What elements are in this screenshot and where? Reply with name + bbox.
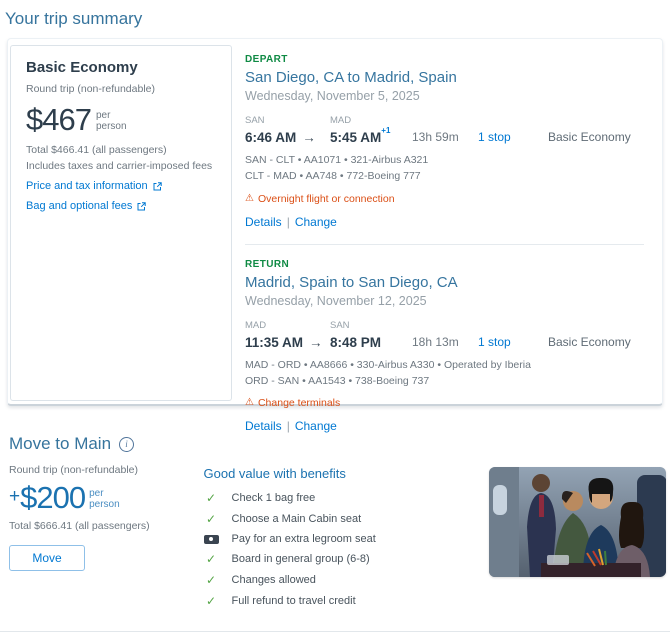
depart-flight-row: SAN 6:46 AM → MAD 5:45 AM+1 13h 59m 1 sto… [245, 115, 646, 145]
return-date: Wednesday, November 12, 2025 [245, 293, 427, 308]
fare-price-amount: $467 [26, 102, 92, 137]
return-flight-row: MAD 11:35 AM → SAN 8:48 PM 18h 13m 1 stop… [245, 320, 646, 350]
segment-line: SAN - CLT • AA1071 • 321-Airbus A321 [245, 154, 429, 166]
destination-code: MAD [330, 115, 352, 126]
return-stops-link[interactable]: 1 stop [478, 334, 511, 349]
move-button[interactable]: Move [9, 545, 85, 571]
arrow-icon: → [302, 130, 316, 145]
page-title: Your trip summary [5, 9, 143, 28]
benefit-item: Pay for an extra legroom seat [203, 533, 490, 545]
check-icon: ✓ [205, 573, 217, 587]
depart-origin-col: SAN 6:46 AM → [245, 115, 330, 145]
warning-text: Change terminals [257, 397, 341, 410]
next-day-indicator: +1 [381, 126, 391, 135]
benefit-list: ✓ Check 1 bag free ✓ Choose a Main Cabin s… [203, 491, 490, 608]
fare-fees-note: Includes taxes and carrier-imposed fees [26, 160, 213, 172]
check-icon: ✓ [205, 594, 217, 608]
flight-slices: DEPART San Diego, CA to Madrid, Spain We… [232, 45, 662, 433]
benefits-title: Good value with benefits [203, 466, 346, 481]
external-link-icon [137, 201, 147, 210]
check-icon: ✓ [205, 512, 217, 526]
return-destination-col: SAN 8:48 PM [330, 320, 412, 350]
depart-actions: Details | Change [245, 215, 646, 229]
depart-date: Wednesday, November 5, 2025 [245, 89, 420, 103]
details-link[interactable]: Details [245, 214, 282, 229]
benefits-column: Good value with benefits ✓ Check 1 bag fr… [203, 464, 490, 615]
link-separator: | [286, 214, 290, 229]
departure-time: 6:46 AM [245, 130, 297, 145]
origin-code: SAN [245, 115, 265, 126]
benefit-item: ✓ Board in general group (6-8) [204, 552, 490, 566]
segment-line: ORD - SAN • AA1543 • 738-Boeing 737 [245, 374, 430, 387]
depart-label: DEPART [245, 54, 288, 65]
slice-divider [245, 243, 644, 245]
upsell-price: + $200 per person [9, 482, 204, 513]
segment-line: MAD - ORD • AA8666 • 330-Airbus A330 • O… [245, 358, 531, 371]
upsell-title-row: Move to Main i [9, 434, 666, 454]
depart-warning: ⚠ Overnight flight or connection [245, 193, 646, 205]
upsell-title: Move to Main [9, 434, 112, 453]
benefit-item: ✓ Changes allowed [204, 573, 490, 587]
return-actions: Details | Change [245, 419, 646, 433]
external-link-icon [153, 181, 162, 190]
cabin-photo [489, 467, 666, 577]
depart-slice: DEPART San Diego, CA to Madrid, Spain We… [245, 54, 646, 229]
paid-seat-icon [203, 534, 219, 544]
arrival-time: 8:48 PM [330, 334, 382, 350]
departure-time: 11:35 AM [245, 334, 304, 350]
fare-cabin-title: Basic Economy [26, 59, 138, 76]
depart-route: San Diego, CA to Madrid, Spain [245, 69, 457, 86]
return-duration: 18h 13m [412, 334, 459, 349]
return-label: RETURN [245, 258, 290, 270]
depart-duration: 13h 59m [412, 130, 459, 144]
benefit-item: ✓ Choose a Main Cabin seat [204, 512, 490, 526]
return-warning: ⚠ Change terminals [245, 397, 646, 409]
depart-stops-link[interactable]: 1 stop [478, 130, 511, 144]
trip-summary-card: Basic Economy Round trip (non-refundable… [7, 38, 663, 433]
fare-summary-panel: Basic Economy Round trip (non-refundable… [10, 45, 232, 401]
fare-per-person-label: per person [95, 110, 127, 132]
details-link[interactable]: Details [245, 419, 282, 434]
benefit-item: ✓ Full refund to travel credit [204, 594, 490, 608]
upsell-per-person-label: per person [89, 488, 120, 510]
price-prefix: + [9, 486, 21, 507]
arrival-time: 5:45 AM [330, 130, 382, 145]
fare-total: Total $466.41 (all passengers) [26, 144, 167, 156]
change-link[interactable]: Change [294, 419, 337, 434]
check-icon: ✓ [205, 552, 217, 566]
warning-icon: ⚠ [245, 397, 254, 409]
return-slice: RETURN Madrid, Spain to San Diego, CA We… [245, 259, 646, 434]
info-icon[interactable]: i [119, 436, 135, 452]
return-origin-col: MAD 11:35 AM → [245, 320, 330, 350]
upsell-total: Total $666.41 (all passengers) [9, 520, 150, 532]
fare-trip-type: Round trip (non-refundable) [26, 83, 155, 95]
depart-destination-col: MAD 5:45 AM+1 [330, 115, 412, 145]
depart-segments: SAN - CLT • AA1071 • 321-Airbus A321 CLT… [245, 152, 646, 185]
check-icon: ✓ [205, 491, 217, 505]
trip-summary-page: Your trip summary Basic Economy Round tr… [5, 9, 666, 615]
return-segments: MAD - ORD • AA8666 • 330-Airbus A330 • O… [245, 357, 646, 390]
bag-optional-fees-link[interactable]: Bag and optional fees [26, 200, 216, 212]
upsell-trip-type: Round trip (non-refundable) [9, 464, 138, 476]
upsell-price-amount: $200 [20, 480, 86, 515]
arrow-icon: → [309, 334, 323, 350]
depart-cabin: Basic Economy [548, 130, 631, 144]
benefit-item: ✓ Check 1 bag free [204, 491, 490, 505]
fare-price: $467 per person [26, 104, 216, 135]
warning-text: Overnight flight or connection [257, 192, 395, 205]
return-route: Madrid, Spain to San Diego, CA [245, 273, 458, 291]
destination-code: SAN [330, 319, 350, 331]
upsell-price-column: Round trip (non-refundable) + $200 per p… [9, 464, 204, 615]
return-cabin: Basic Economy [548, 334, 631, 349]
warning-icon: ⚠ [245, 192, 254, 204]
price-tax-information-link[interactable]: Price and tax information [26, 180, 216, 192]
change-link[interactable]: Change [294, 214, 337, 229]
link-separator: | [286, 419, 290, 434]
segment-line: CLT - MAD • AA748 • 772-Boeing 777 [245, 170, 421, 183]
move-to-main-section: Move to Main i Round trip (non-refundabl… [9, 434, 666, 615]
origin-code: MAD [245, 319, 267, 331]
